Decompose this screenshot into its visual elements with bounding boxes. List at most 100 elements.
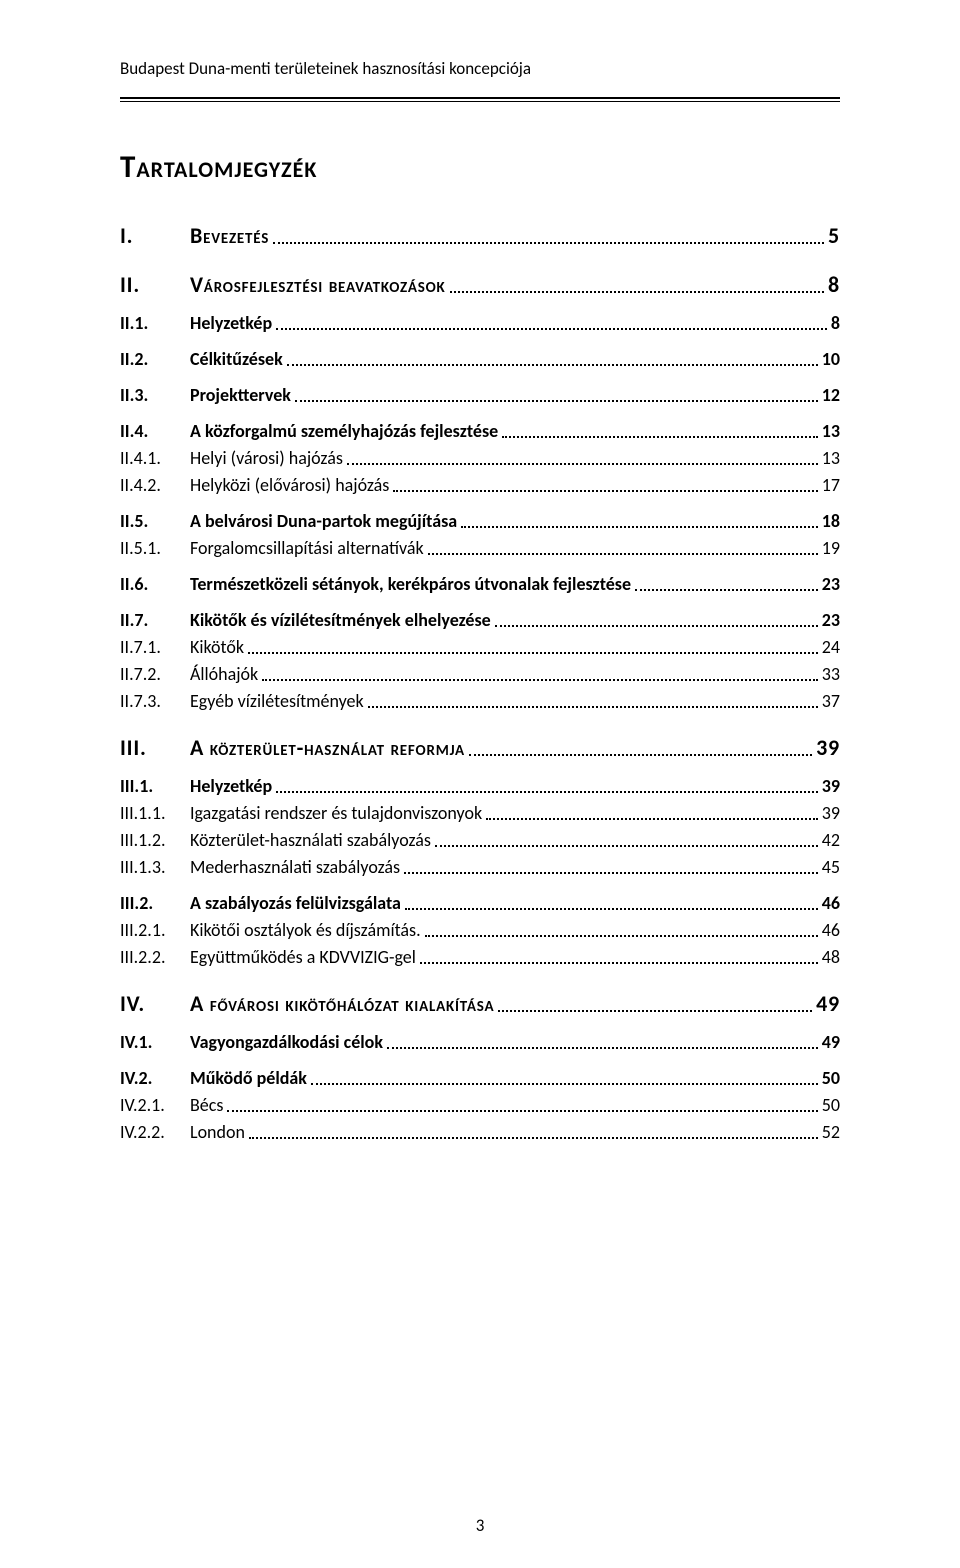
toc-entry-page: 48 bbox=[822, 946, 840, 968]
toc-entry-number: II.7.2. bbox=[120, 663, 190, 685]
toc-entry-page: 39 bbox=[822, 802, 840, 824]
toc-entry: IV.2.Működő példák50 bbox=[120, 1067, 840, 1089]
toc-entry-label: Működő példák bbox=[190, 1067, 307, 1089]
header-rule-thin bbox=[120, 101, 840, 102]
toc-entry-bridge: Kikötői osztályok és díjszámítás.46 bbox=[190, 919, 840, 941]
toc-entry-number: II.7. bbox=[120, 609, 190, 631]
page-number: 3 bbox=[0, 1515, 960, 1536]
toc-entry-bridge: Állóhajók33 bbox=[190, 663, 840, 685]
toc-leader bbox=[498, 1010, 812, 1012]
toc-entry-number: I. bbox=[120, 222, 190, 249]
toc-leader bbox=[428, 553, 818, 555]
toc-entry: III.1.1.Igazgatási rendszer és tulajdonv… bbox=[120, 802, 840, 824]
toc-entry-number: II.7.1. bbox=[120, 636, 190, 658]
toc-entry-bridge: Célkitűzések 10 bbox=[190, 348, 840, 370]
toc-entry-bridge: Igazgatási rendszer és tulajdonviszonyok… bbox=[190, 802, 840, 824]
toc-entry-number: IV.2.2. bbox=[120, 1121, 190, 1143]
toc-entry-page: 50 bbox=[822, 1094, 840, 1116]
toc-entry-number: III.1.1. bbox=[120, 802, 190, 824]
toc-entry-label: Bevezetés bbox=[190, 222, 269, 249]
toc-entry-number: IV.2.1. bbox=[120, 1094, 190, 1116]
toc-title: Tartalomjegyzék bbox=[120, 148, 840, 186]
toc-entry: II.2.Célkitűzések10 bbox=[120, 348, 840, 370]
toc-entry-number: II.4. bbox=[120, 420, 190, 442]
toc-entry-number: III.2.2. bbox=[120, 946, 190, 968]
toc-entry-label: A belvárosi Duna-partok megújítása bbox=[190, 510, 457, 532]
toc-entry-bridge: Helyzetkép 39 bbox=[190, 775, 840, 797]
toc-entry-page: 33 bbox=[822, 663, 840, 685]
toc-entry-page: 19 bbox=[822, 537, 840, 559]
toc-entry-bridge: Helyközi (elővárosi) hajózás17 bbox=[190, 474, 840, 496]
toc-entry-label: Közterület-használati szabályozás bbox=[190, 829, 431, 851]
toc-entry: II.7.Kikötők és vízilétesítmények elhely… bbox=[120, 609, 840, 631]
toc-entry: II.6.Természetközeli sétányok, kerékpáro… bbox=[120, 573, 840, 595]
toc-entry-label: Helyközi (elővárosi) hajózás bbox=[190, 474, 389, 496]
toc-entry: IV.2.1.Bécs50 bbox=[120, 1094, 840, 1116]
toc-entry-bridge: Helyi (városi) hajózás13 bbox=[190, 447, 840, 469]
toc-entry: II.1.Helyzetkép8 bbox=[120, 312, 840, 334]
toc-entry-page: 18 bbox=[822, 510, 840, 532]
toc-entry-bridge: Forgalomcsillapítási alternatívák19 bbox=[190, 537, 840, 559]
toc-entry-label: Kikötői osztályok és díjszámítás. bbox=[190, 919, 421, 941]
toc-entry: II.3.Projekttervek12 bbox=[120, 384, 840, 406]
toc-entry-number: III.2. bbox=[120, 892, 190, 914]
toc-entry-page: 10 bbox=[822, 348, 840, 370]
toc-entry: III.1.Helyzetkép39 bbox=[120, 775, 840, 797]
toc-leader bbox=[461, 526, 818, 528]
toc-entry: III.1.3.Mederhasználati szabályozás45 bbox=[120, 856, 840, 878]
toc-entry-page: 42 bbox=[822, 829, 840, 851]
running-head: Budapest Duna-menti területeinek hasznos… bbox=[120, 58, 840, 79]
toc-leader bbox=[635, 589, 818, 591]
toc-entry-number: II. bbox=[120, 271, 190, 298]
toc-entry-page: 50 bbox=[822, 1067, 840, 1089]
toc-entry-page: 24 bbox=[822, 636, 840, 658]
toc-entry-bridge: A fővárosi kikötőhálózat kialakítása49 bbox=[190, 990, 840, 1017]
toc-entry-bridge: Városfejlesztési beavatkozások8 bbox=[190, 271, 840, 298]
toc-entry-bridge: London52 bbox=[190, 1121, 840, 1143]
toc-entry-label: A közforgalmú személyhajózás fejlesztése bbox=[190, 420, 498, 442]
toc-entry: III.A közterület-használat reformja39 bbox=[120, 734, 840, 761]
toc-entry: II.7.3.Egyéb vízilétesítmények37 bbox=[120, 690, 840, 712]
toc-entry-label: Helyi (városi) hajózás bbox=[190, 447, 343, 469]
toc-entry-number: II.5. bbox=[120, 510, 190, 532]
toc-entry-number: III.2.1. bbox=[120, 919, 190, 941]
toc-leader bbox=[420, 962, 818, 964]
toc-entry-bridge: A közforgalmú személyhajózás fejlesztése… bbox=[190, 420, 840, 442]
toc-entry-label: Egyéb vízilétesítmények bbox=[190, 690, 364, 712]
toc-entry-page: 12 bbox=[822, 384, 840, 406]
toc-entry-bridge: Kikötők és vízilétesítmények elhelyezése… bbox=[190, 609, 840, 631]
toc-entry-bridge: Működő példák 50 bbox=[190, 1067, 840, 1089]
toc-entry: II.4.2.Helyközi (elővárosi) hajózás17 bbox=[120, 474, 840, 496]
toc-entry: II.5.A belvárosi Duna-partok megújítása 1… bbox=[120, 510, 840, 532]
toc-leader bbox=[295, 400, 818, 402]
toc-entry-label: Kikötők és vízilétesítmények elhelyezése bbox=[190, 609, 491, 631]
toc-leader bbox=[368, 706, 818, 708]
toc-entry: IV.2.2.London52 bbox=[120, 1121, 840, 1143]
toc-entry-label: Helyzetkép bbox=[190, 775, 272, 797]
toc-entry-page: 23 bbox=[822, 573, 840, 595]
toc-leader bbox=[450, 291, 824, 293]
toc-entry-page: 39 bbox=[822, 775, 840, 797]
toc-entry: III.2.A szabályozás felülvizsgálata46 bbox=[120, 892, 840, 914]
toc-leader bbox=[276, 791, 818, 793]
toc-leader bbox=[469, 754, 812, 756]
toc-leader bbox=[287, 364, 818, 366]
toc-entry-number: II.7.3. bbox=[120, 690, 190, 712]
toc-entry-label: Mederhasználati szabályozás bbox=[190, 856, 400, 878]
toc-entry-bridge: Bevezetés5 bbox=[190, 222, 840, 249]
toc-leader bbox=[276, 328, 827, 330]
toc-entry-number: II.1. bbox=[120, 312, 190, 334]
toc-leader bbox=[502, 436, 818, 438]
page: Budapest Duna-menti területeinek hasznos… bbox=[0, 0, 960, 1568]
toc-entry-bridge: A közterület-használat reformja39 bbox=[190, 734, 840, 761]
toc-entry: IV.A fővárosi kikötőhálózat kialakítása4… bbox=[120, 990, 840, 1017]
toc-leader bbox=[311, 1083, 818, 1085]
toc-entry-bridge: A belvárosi Duna-partok megújítása 18 bbox=[190, 510, 840, 532]
toc-entry-bridge: Projekttervek 12 bbox=[190, 384, 840, 406]
toc-entry-label: Célkitűzések bbox=[190, 348, 283, 370]
toc-entry-label: A közterület-használat reformja bbox=[190, 734, 465, 761]
toc-entry-number: III.1.3. bbox=[120, 856, 190, 878]
toc-entry-number: III.1.2. bbox=[120, 829, 190, 851]
toc-entry: II.4.A közforgalmú személyhajózás fejles… bbox=[120, 420, 840, 442]
toc-entry-label: Projekttervek bbox=[190, 384, 291, 406]
